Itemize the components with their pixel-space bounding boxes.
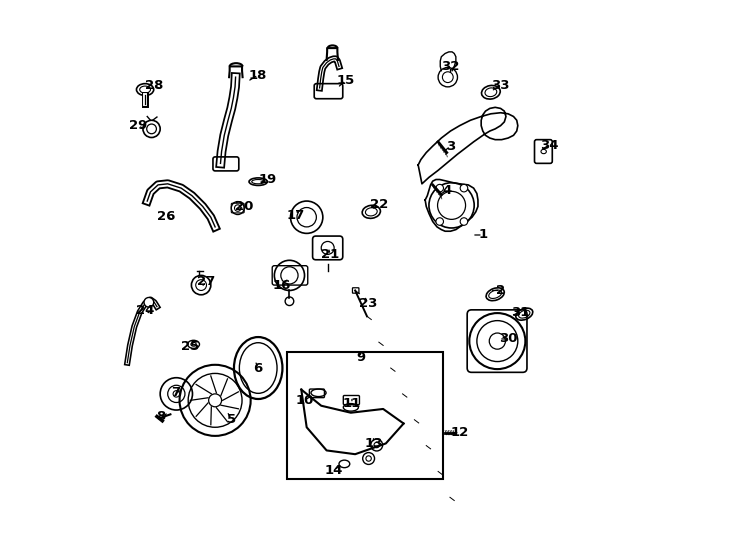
Text: 18: 18 <box>249 69 267 82</box>
Text: 31: 31 <box>512 306 530 319</box>
Text: 11: 11 <box>343 397 361 410</box>
Text: 3: 3 <box>446 140 455 153</box>
Bar <box>287 352 443 479</box>
Text: 29: 29 <box>129 119 148 132</box>
Circle shape <box>436 218 443 225</box>
Text: 28: 28 <box>145 79 164 92</box>
Text: 16: 16 <box>273 279 291 292</box>
Text: 26: 26 <box>158 210 176 222</box>
Text: 7: 7 <box>171 386 181 399</box>
Text: 34: 34 <box>539 139 559 152</box>
Text: 30: 30 <box>499 333 517 346</box>
Text: 6: 6 <box>253 361 263 375</box>
Text: 14: 14 <box>324 464 343 477</box>
Text: 5: 5 <box>227 413 236 426</box>
Text: 27: 27 <box>197 275 216 288</box>
Circle shape <box>460 218 468 225</box>
Text: 25: 25 <box>181 340 200 353</box>
Text: 20: 20 <box>235 200 253 213</box>
Text: 2: 2 <box>496 284 505 297</box>
Text: 15: 15 <box>336 74 355 87</box>
Text: 12: 12 <box>451 426 469 439</box>
Text: 33: 33 <box>491 79 510 92</box>
Text: 10: 10 <box>296 394 314 407</box>
Circle shape <box>460 184 468 192</box>
Text: 8: 8 <box>156 410 166 423</box>
Text: 22: 22 <box>370 198 388 211</box>
Text: 32: 32 <box>441 60 459 73</box>
Text: 17: 17 <box>287 208 305 221</box>
Text: 23: 23 <box>359 297 377 310</box>
Text: 19: 19 <box>258 173 277 186</box>
Text: 13: 13 <box>364 437 382 450</box>
Circle shape <box>436 184 443 192</box>
Text: 24: 24 <box>136 304 154 317</box>
Circle shape <box>173 390 180 397</box>
Circle shape <box>144 298 153 307</box>
Text: 9: 9 <box>356 351 365 364</box>
Text: 4: 4 <box>442 184 451 197</box>
Text: 1: 1 <box>479 228 487 241</box>
Text: 21: 21 <box>321 248 340 261</box>
